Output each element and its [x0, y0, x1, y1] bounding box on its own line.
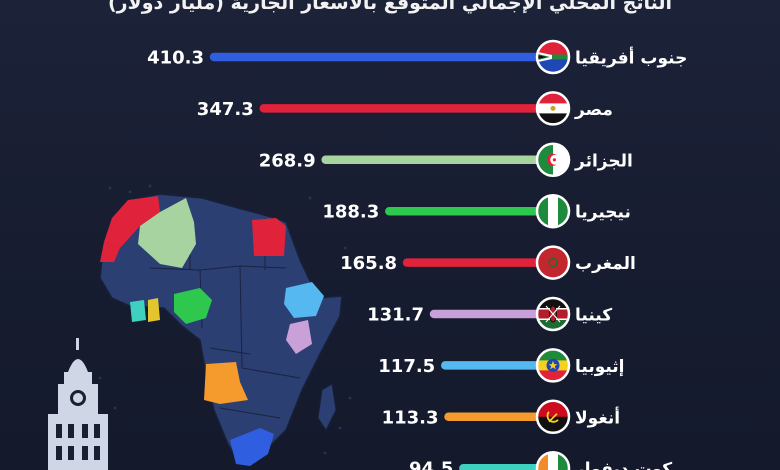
bar-value-label: 131.7: [367, 305, 424, 326]
country-label: المغرب: [575, 254, 636, 274]
bar-value-label: 268.9: [259, 150, 316, 171]
map-borders: [149, 218, 301, 419]
country-label: أنغولا: [575, 406, 620, 428]
map-egypt: [252, 218, 286, 256]
angola-flag: [535, 399, 571, 435]
country-label: الجزائر: [574, 151, 633, 171]
country-label: مصر: [574, 100, 613, 120]
kenya-flag: [535, 296, 571, 332]
bar-value-label: 347.3: [197, 99, 254, 120]
bar-row: 131.7 كينيا: [367, 296, 612, 332]
country-label: جنوب أفريقيا: [575, 47, 687, 69]
map-madagascar: [317, 383, 337, 431]
egypt-flag: [535, 91, 571, 126]
country-label: إثيوبيا: [575, 357, 625, 377]
bar-value-label: 165.8: [340, 253, 397, 274]
bar-value-label: 117.5: [378, 356, 435, 377]
map-algeria: [138, 198, 196, 268]
bar-value-label: 113.3: [382, 407, 439, 428]
map-south-africa: [230, 428, 274, 466]
algeria-flag: [535, 142, 571, 178]
map-ivory-coast: [130, 300, 146, 322]
bar-row: 188.3 نيجيريا: [322, 193, 631, 229]
bar-row: 268.9 الجزائر: [259, 142, 633, 178]
bar-row: 410.3 جنوب أفريقيا: [147, 39, 687, 75]
morocco-flag: [535, 245, 571, 280]
bar-value-label: 188.3: [322, 202, 379, 223]
bar-row: 117.5 إثيوبيا: [378, 348, 625, 383]
map-nigeria: [174, 288, 212, 324]
map-western-sahara: [100, 242, 120, 262]
ethiopia-flag: [535, 348, 571, 383]
country-label: كوت ديفوار: [574, 460, 672, 470]
map-kenya: [286, 320, 312, 354]
map-ghana: [148, 298, 160, 322]
africa-map: [98, 184, 352, 466]
chart-subtitle: الناتج المحلي الإجمالي المتوقع بالأسعار …: [107, 0, 673, 14]
bar-row: 113.3 أنغولا: [382, 399, 620, 435]
country-label: نيجيريا: [575, 203, 631, 223]
bar-row: 165.8 المغرب: [340, 245, 636, 280]
nigeria-flag: [535, 193, 571, 229]
map-ethiopia: [284, 282, 324, 318]
country-label: كينيا: [575, 306, 612, 326]
map-angola: [204, 362, 248, 404]
clock-tower-illustration: [48, 338, 108, 470]
bar-value-label: 410.3: [147, 48, 204, 69]
map-morocco: [104, 196, 160, 248]
bar-value-label: 94.5: [409, 459, 453, 470]
south-africa-flag: [535, 39, 571, 75]
ivory-coast-flag: [535, 450, 571, 470]
bar-row: 94.5 كوت ديفوار: [409, 450, 672, 470]
bar-row: 347.3 مصر: [197, 91, 613, 126]
